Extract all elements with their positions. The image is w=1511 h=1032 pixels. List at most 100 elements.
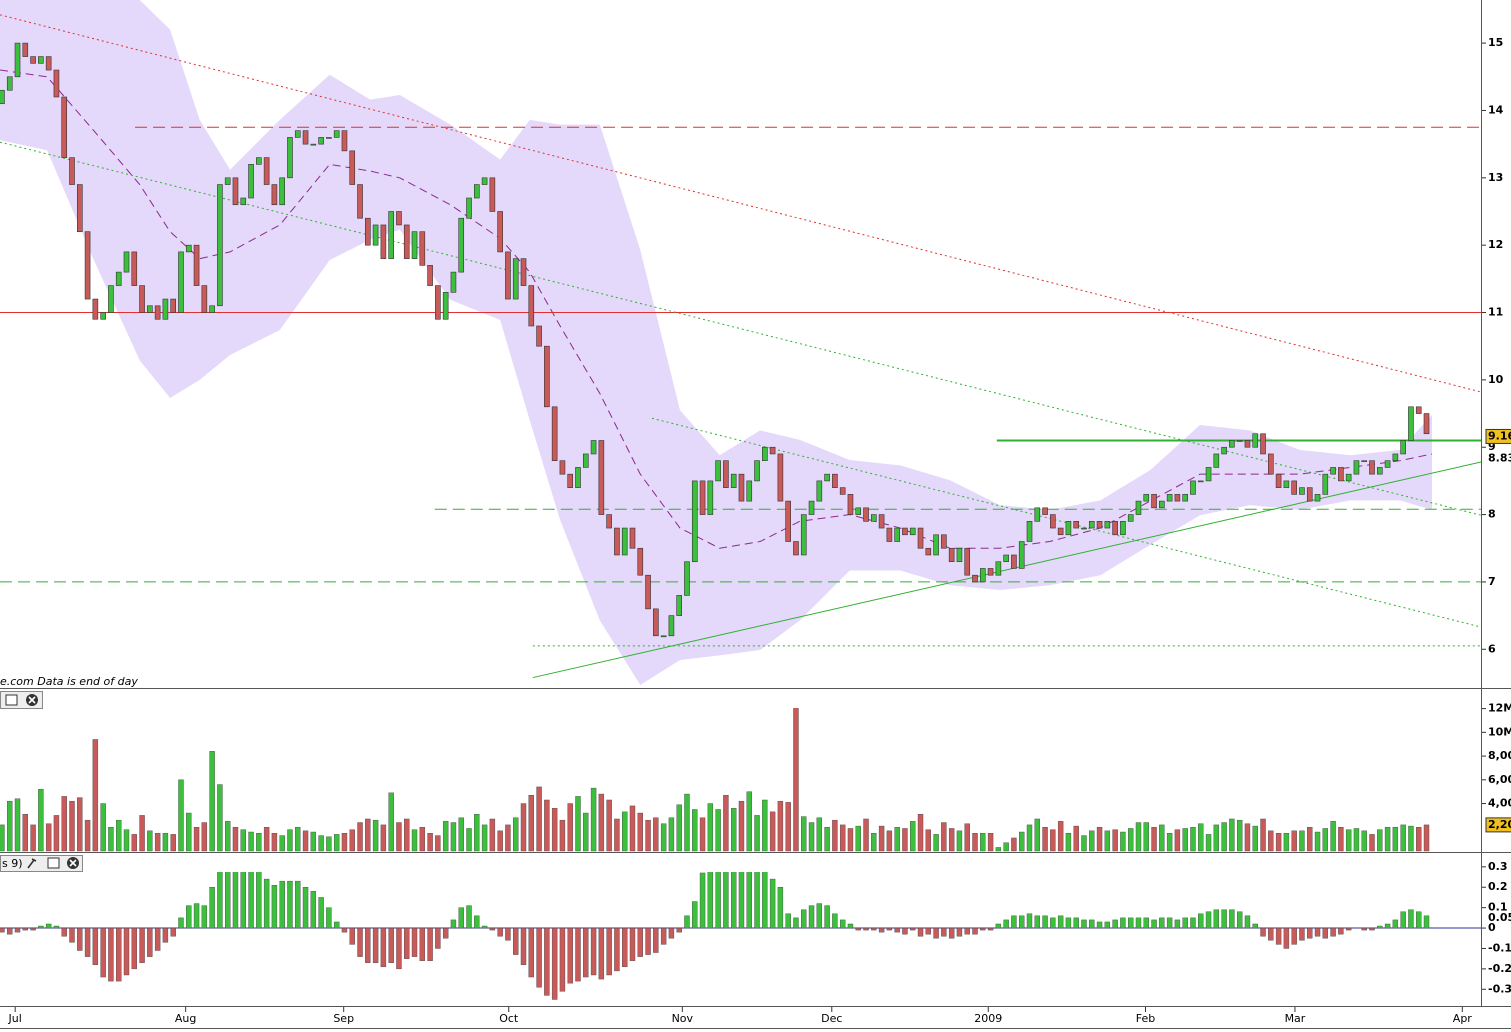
- candle: [1213, 453, 1220, 468]
- candle: [1322, 473, 1329, 495]
- bar: [1268, 927, 1274, 941]
- bar: [606, 927, 612, 976]
- bar: [14, 798, 21, 852]
- bar: [279, 835, 285, 852]
- bar: [754, 815, 760, 852]
- maximize-button[interactable]: [5, 694, 18, 706]
- bar: [1369, 834, 1375, 852]
- candle: [232, 177, 239, 206]
- candle: [995, 561, 1002, 576]
- bar: [1213, 824, 1220, 852]
- bar: [1377, 925, 1383, 929]
- candle: [1299, 487, 1305, 495]
- bar: [162, 833, 169, 852]
- bar: [933, 834, 939, 852]
- bar: [1143, 822, 1149, 852]
- candle: [458, 217, 465, 273]
- bar: [1221, 909, 1227, 929]
- bar: [1089, 919, 1095, 929]
- bar: [1408, 825, 1414, 852]
- bar: [629, 927, 636, 961]
- bar: [863, 927, 869, 931]
- bar: [715, 872, 721, 929]
- bar: [847, 923, 854, 929]
- candle: [847, 494, 854, 515]
- bar: [1229, 909, 1235, 929]
- candle: [271, 184, 278, 206]
- bar: [1034, 818, 1040, 852]
- close-icon: [69, 859, 77, 867]
- candle: [123, 251, 130, 273]
- candle: [536, 325, 542, 347]
- bar: [178, 779, 184, 852]
- bar: [559, 927, 566, 992]
- bar: [808, 822, 815, 852]
- bar: [481, 824, 488, 852]
- candle: [419, 231, 426, 266]
- bar: [1151, 827, 1157, 852]
- bar: [1127, 917, 1134, 929]
- source-note: e.com Data is end of day: [0, 675, 138, 688]
- candle: [53, 69, 60, 98]
- candle: [832, 473, 838, 488]
- settings-button[interactable]: [27, 858, 37, 869]
- bar: [302, 887, 309, 929]
- candle: [92, 298, 99, 320]
- bar: [489, 927, 496, 931]
- candle: [668, 615, 675, 637]
- bar: [1314, 927, 1321, 937]
- candle: [217, 184, 223, 307]
- bar: [855, 927, 861, 931]
- bar: [1392, 919, 1399, 929]
- y-tick-label: 10M: [1488, 725, 1511, 738]
- x-tick-label: Feb: [1136, 1012, 1155, 1025]
- bar: [544, 927, 550, 996]
- candle: [1081, 527, 1087, 530]
- candle: [715, 460, 721, 482]
- candle: [676, 595, 682, 616]
- bar: [707, 803, 714, 852]
- bar: [38, 925, 44, 929]
- bar: [1307, 927, 1313, 939]
- bar: [209, 887, 215, 929]
- candle: [411, 231, 418, 259]
- last-value-label: 8.83: [1488, 452, 1511, 465]
- candle: [435, 285, 441, 320]
- bar: [1190, 827, 1196, 852]
- bar: [1416, 827, 1422, 852]
- bar: [84, 927, 91, 957]
- y-tick-label: 0.3: [1488, 860, 1508, 873]
- bar: [723, 872, 729, 929]
- bar: [256, 872, 262, 929]
- candle: [1314, 494, 1321, 502]
- bar: [1205, 911, 1212, 929]
- candle: [707, 480, 714, 515]
- bar: [372, 927, 379, 963]
- maximize-button[interactable]: [47, 857, 60, 869]
- bar: [699, 872, 706, 929]
- bar: [660, 927, 667, 945]
- bar: [209, 751, 215, 852]
- bar: [948, 927, 955, 939]
- bar: [645, 927, 651, 955]
- bar: [902, 927, 908, 935]
- x-tick-label: Sep: [333, 1012, 354, 1025]
- bar: [832, 819, 838, 852]
- bar: [170, 927, 176, 937]
- bar: [1120, 831, 1126, 852]
- candle: [450, 271, 457, 293]
- bar: [1166, 833, 1173, 852]
- candle: [279, 177, 285, 206]
- candle: [972, 574, 978, 583]
- bar: [513, 927, 519, 955]
- candle: [816, 480, 823, 502]
- bar: [839, 824, 846, 852]
- candle: [769, 446, 776, 455]
- candle: [357, 184, 363, 219]
- bar: [404, 818, 410, 852]
- candle: [902, 527, 908, 536]
- bar: [1384, 827, 1391, 852]
- bar: [551, 808, 558, 852]
- bar: [466, 905, 472, 929]
- candle: [606, 514, 612, 529]
